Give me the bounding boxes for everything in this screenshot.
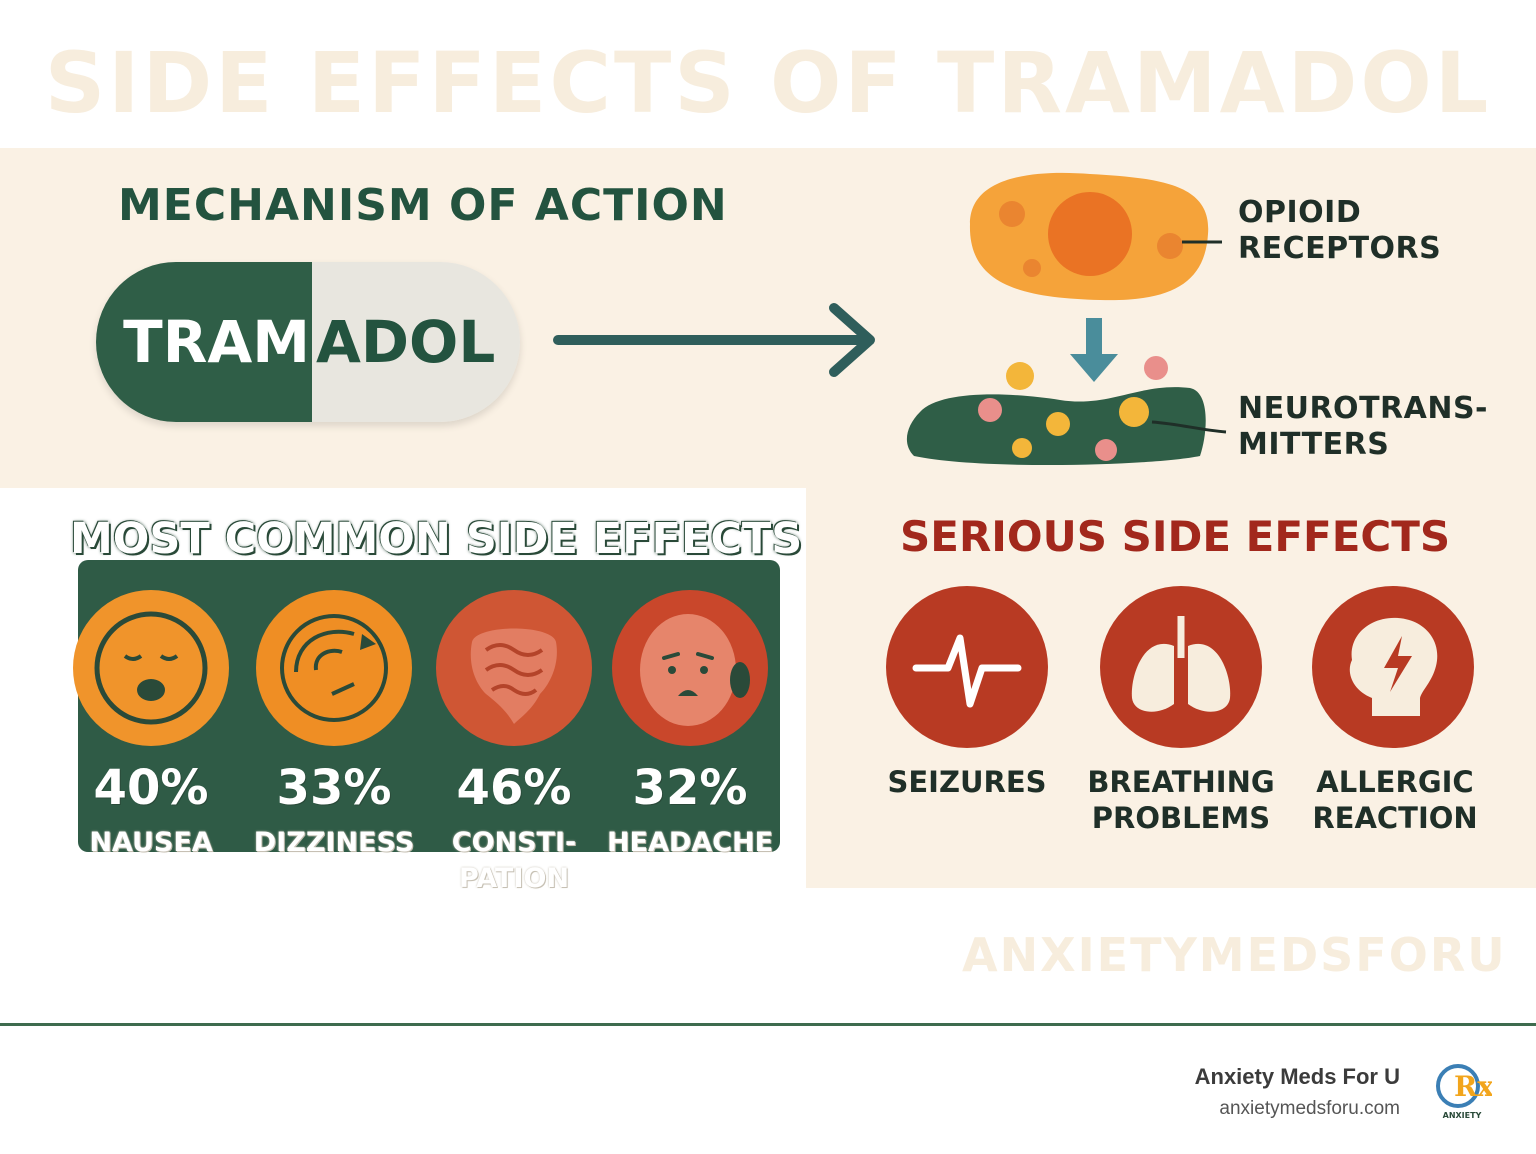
opioid-receptor-cell-icon [969,172,1222,301]
neuro-label-1: NEUROTRANS- [1238,391,1489,426]
logo-rx-text: Rx [1454,1070,1492,1103]
page-title: SIDE EFFECTS OF TRAMADOL [44,34,1492,132]
footer-divider [0,1023,1536,1026]
allergic-label: ALLERGIC [1316,765,1474,799]
seizures-label: SEIZURES [887,765,1047,799]
constipation-label: CONSTI- [451,827,577,858]
headache-label: HEADACHE [606,827,774,858]
allergic-label-2: REACTION [1312,801,1478,835]
neurotransmitter-membrane-icon [906,356,1227,466]
intestine-icon [436,590,592,746]
headache-face-icon [612,590,768,746]
footer-brand: Anxiety Meds For U [1194,1064,1400,1089]
nausea-label: NAUSEA [89,827,213,858]
heartbeat-icon [886,586,1048,748]
dizzy-face-icon [256,590,412,746]
breathing-label-2: PROBLEMS [1091,801,1271,835]
constipation-percent: 46% [456,760,572,816]
dizziness-label: DIZZINESS [253,827,415,858]
nausea-face-icon [73,590,229,746]
nausea-percent: 40% [93,760,209,816]
arrow-right-icon [553,303,875,377]
neuro-label-2: MITTERS [1238,427,1390,462]
pharmacy-logo-icon: Rx ANXIETY [1436,1064,1492,1120]
opioid-label-1: OPIOID [1238,195,1362,230]
lungs-icon [1100,586,1262,748]
mechanism-heading: MECHANISM OF ACTION [118,180,728,231]
breathing-label: BREATHING [1087,765,1275,799]
constipation-label-2: PATION [458,863,570,894]
watermark: ANXIETYMEDSFORU [962,928,1507,982]
opioid-label-2: RECEPTORS [1238,231,1442,266]
headache-percent: 32% [632,760,748,816]
capsule-label-right: ADOL [316,308,496,376]
tramadol-capsule-icon: TRAM ADOL [96,262,520,422]
footer-url[interactable]: anxietymedsforu.com [1219,1098,1400,1119]
arrow-down-icon [1070,318,1118,382]
dizziness-percent: 33% [276,760,392,816]
head-bolt-icon [1312,586,1474,748]
serious-effects-heading: SERIOUS SIDE EFFECTS [900,512,1451,561]
common-effects-heading: MOST COMMON SIDE EFFECTS [70,514,803,564]
capsule-label-left: TRAM [123,308,310,376]
logo-sub-text: ANXIETY [1443,1111,1482,1120]
